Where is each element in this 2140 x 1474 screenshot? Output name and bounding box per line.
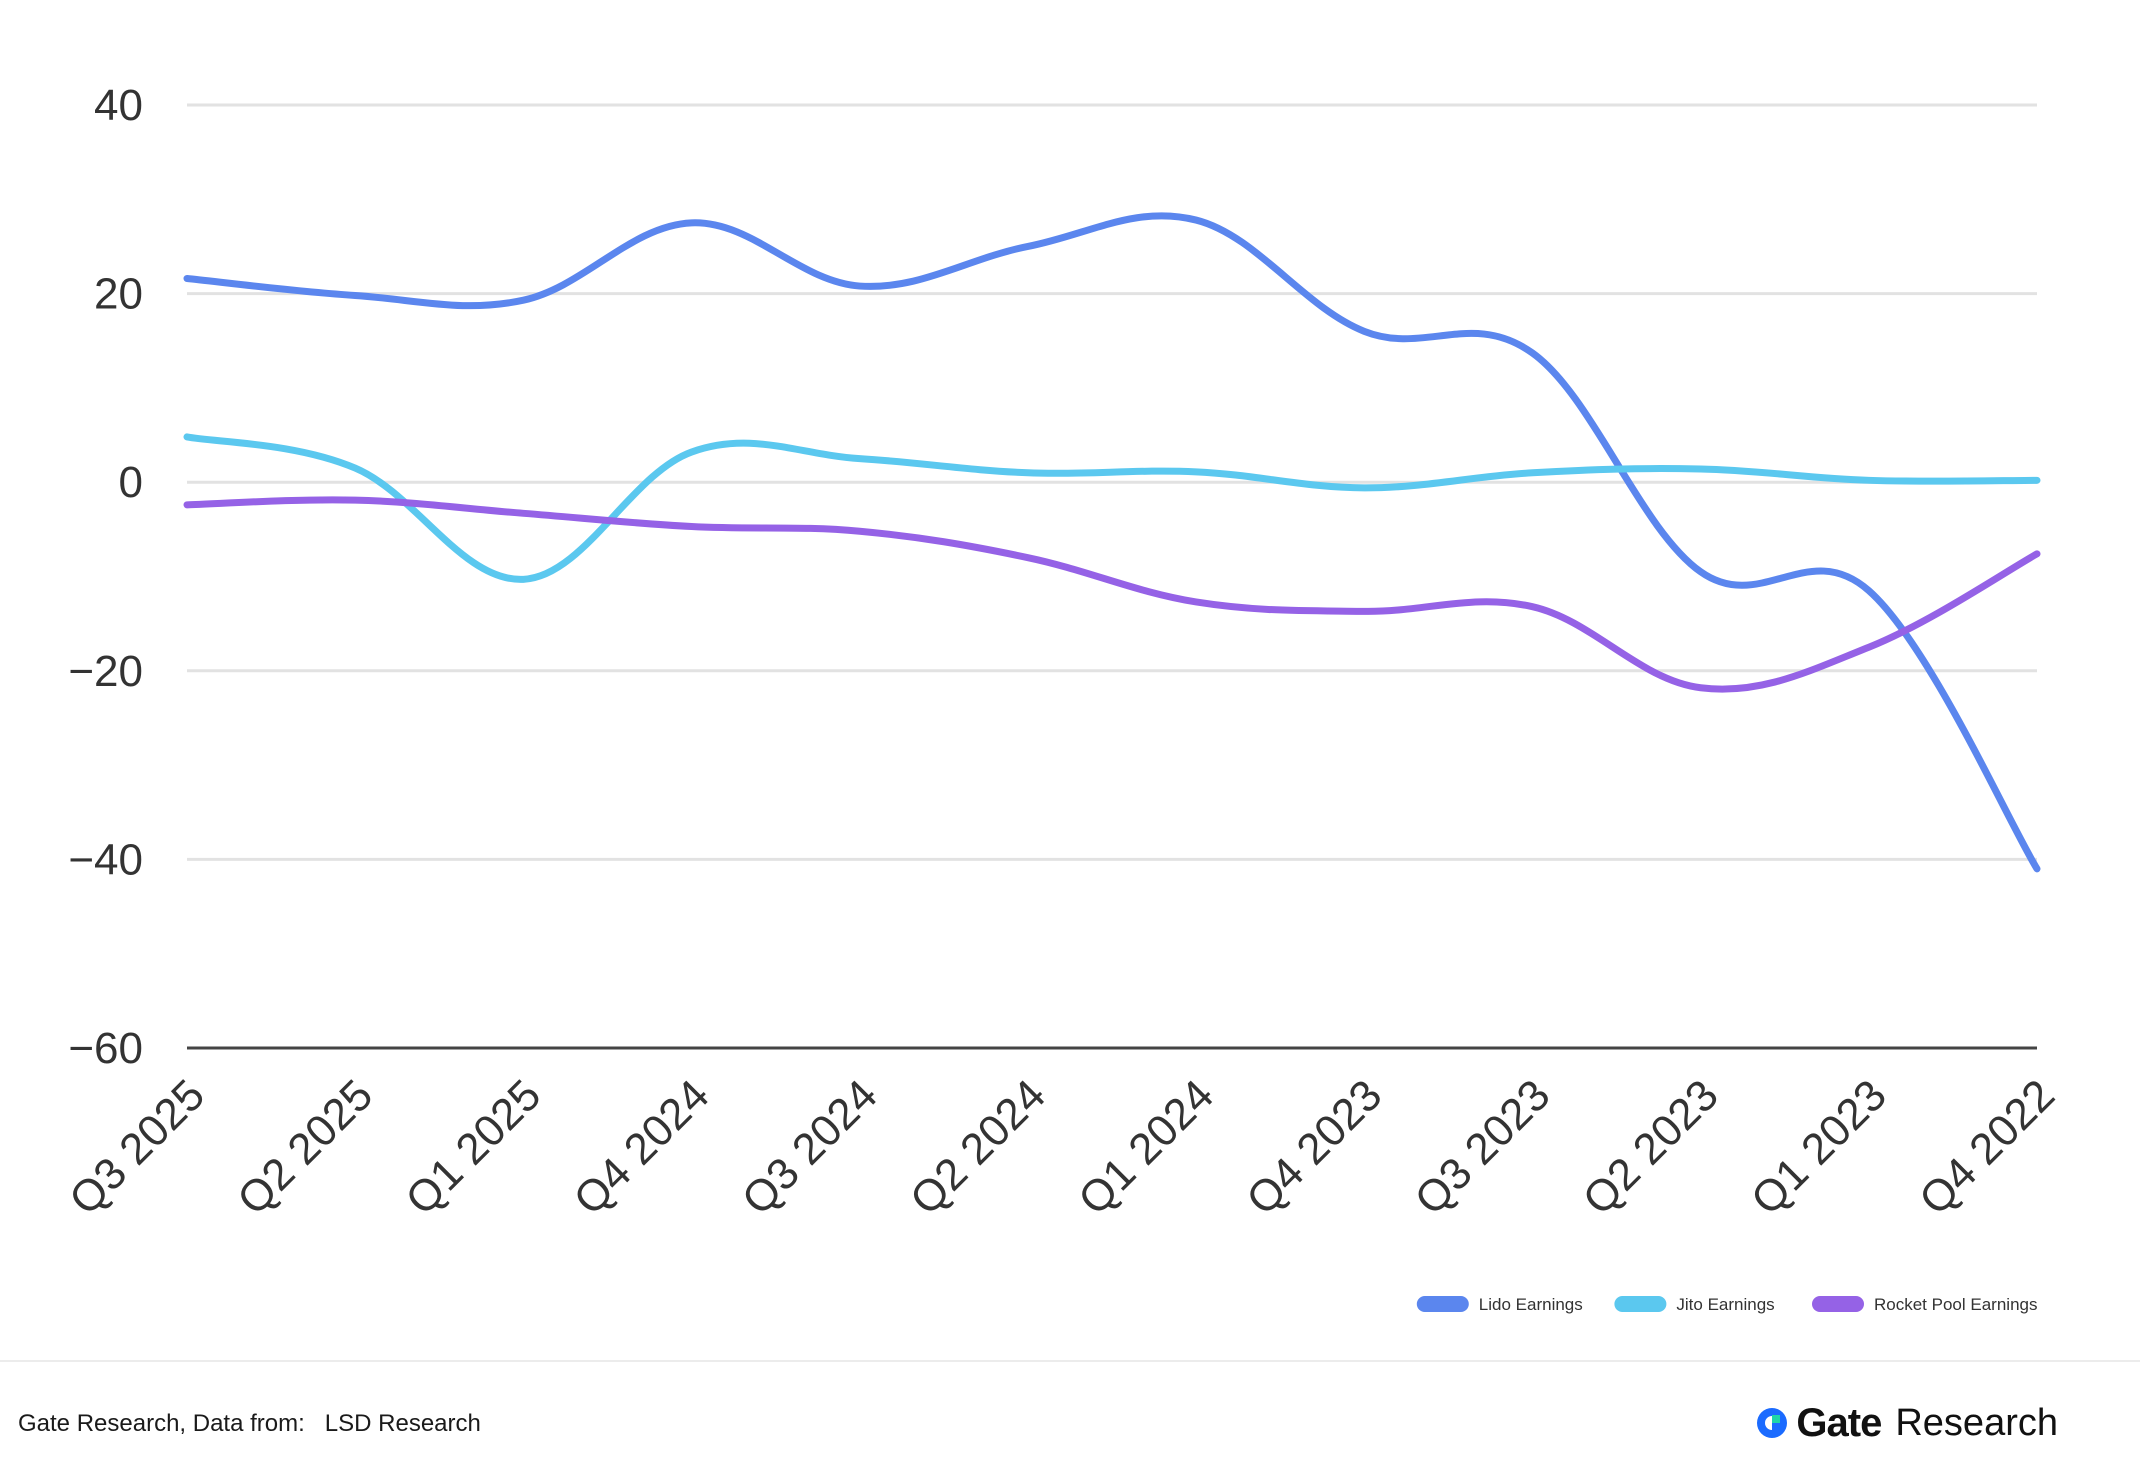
legend-swatch	[1614, 1296, 1667, 1312]
y-tick-label: −20	[68, 647, 143, 696]
y-tick-label: 0	[119, 458, 143, 507]
gridlines	[187, 103, 2037, 1050]
source-note: Gate Research, Data from: LSD Research	[18, 1410, 481, 1438]
x-axis-tick-labels: Q3 2025 Q2 2025 Q1 2025 Q4 2024 Q3 2024 Q2 20…	[60, 1070, 2064, 1224]
legend-label: Rocket Pool Earnings	[1874, 1295, 2037, 1314]
brand-logo: Gate Research	[1754, 1398, 2058, 1448]
x-tick-label: Q3 2023	[1406, 1070, 1560, 1224]
series-lines	[183, 212, 2041, 873]
legend-label: Jito Earnings	[1676, 1295, 1774, 1314]
x-tick-label: Q2 2023	[1574, 1070, 1728, 1224]
series-3	[183, 496, 2041, 693]
legend: Lido Earnings Jito Earnings Rocket Pool Ea…	[1416, 1295, 2037, 1314]
series-1	[183, 212, 2041, 873]
legend-item: Lido Earnings	[1416, 1295, 1583, 1314]
series-2	[183, 433, 2041, 583]
y-tick-label: 20	[94, 270, 143, 319]
legend-item: Rocket Pool Earnings	[1812, 1295, 2037, 1314]
x-tick-label: Q1 2025	[396, 1070, 550, 1224]
brand-suffix: Research	[1895, 1401, 2058, 1444]
legend-label: Lido Earnings	[1479, 1295, 1583, 1314]
gate-logo-icon	[1757, 1408, 1788, 1438]
source-name: LSD Research	[324, 1410, 481, 1437]
x-tick-label: Q3 2024	[733, 1070, 887, 1224]
x-tick-label: Q2 2025	[228, 1070, 382, 1224]
legend-swatch	[1812, 1296, 1864, 1312]
y-axis-tick-labels: 40 20 0 −20 −40 −60	[68, 81, 143, 1073]
x-tick-label: Q3 2025	[60, 1070, 214, 1224]
footer-divider	[0, 1360, 2140, 1362]
series-line	[183, 212, 2041, 873]
brand-name: Gate	[1796, 1400, 1882, 1445]
x-tick-label: Q4 2023	[1237, 1070, 1391, 1224]
y-tick-label: −60	[68, 1024, 143, 1073]
x-tick-label: Q2 2024	[901, 1070, 1055, 1224]
source-prefix: Gate Research, Data from:	[18, 1410, 305, 1437]
series-line	[183, 433, 2041, 583]
x-tick-label: Q4 2022	[1910, 1070, 2064, 1224]
x-tick-label: Q4 2024	[565, 1070, 719, 1224]
y-tick-label: −40	[68, 835, 143, 884]
series-line	[183, 496, 2041, 693]
legend-item: Jito Earnings	[1614, 1295, 1775, 1314]
y-tick-label: 40	[94, 81, 143, 130]
legend-swatch	[1416, 1296, 1469, 1312]
x-tick-label: Q1 2024	[1069, 1070, 1223, 1224]
x-tick-label: Q1 2023	[1742, 1070, 1896, 1224]
